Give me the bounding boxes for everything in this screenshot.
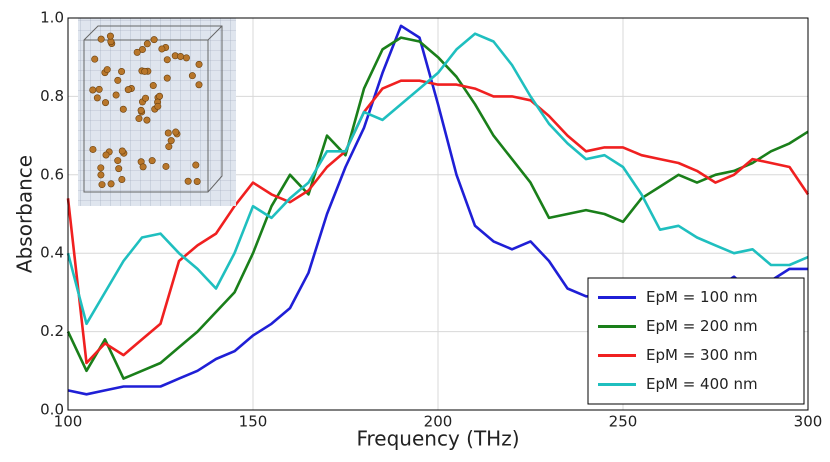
series-line — [66, 36, 809, 380]
y-tick-label: 0.8 — [40, 87, 64, 105]
particle — [148, 157, 156, 165]
particle — [165, 143, 173, 151]
particle — [195, 81, 203, 89]
particle — [167, 137, 175, 145]
x-tick-label: 150 — [239, 413, 268, 431]
y-tick-label: 0.0 — [40, 401, 64, 419]
particle — [124, 86, 132, 94]
particle — [107, 180, 115, 188]
particle — [114, 157, 122, 165]
x-tick-label: 200 — [424, 413, 453, 431]
plot-frame — [67, 17, 809, 411]
x-axis-label: Frequency (THz) — [356, 427, 519, 451]
x-tick-label: 100 — [54, 413, 83, 431]
particle — [91, 55, 99, 63]
particle — [115, 165, 123, 173]
particle — [95, 85, 103, 93]
particle — [188, 72, 196, 80]
particle — [102, 151, 110, 159]
particle — [164, 129, 172, 137]
particle — [143, 116, 151, 124]
particle — [150, 36, 158, 44]
particle — [118, 68, 126, 76]
particle — [142, 94, 150, 102]
particle — [112, 91, 120, 99]
particle — [158, 45, 166, 53]
series-line — [66, 32, 809, 326]
particle — [102, 99, 110, 107]
particle — [141, 67, 149, 75]
particle — [119, 105, 127, 113]
y-tick-label: 0.2 — [40, 322, 64, 340]
inset-image — [78, 18, 236, 206]
particle — [149, 82, 157, 90]
legend-label: EpM = 300 nm — [646, 346, 758, 364]
particle — [118, 175, 126, 183]
particle — [156, 92, 164, 100]
y-tick-label: 1.0 — [40, 9, 64, 27]
legend: EpM = 100 nm EpM = 200 nm EpM = 300 nm EpM … — [587, 277, 805, 405]
x-tick-label: 250 — [609, 413, 638, 431]
particle — [195, 60, 203, 68]
particle — [163, 56, 171, 64]
particle — [93, 94, 101, 102]
particle — [184, 177, 192, 185]
particle — [97, 171, 105, 179]
particle — [89, 86, 97, 94]
particle — [103, 66, 111, 74]
legend-label: EpM = 400 nm — [646, 375, 758, 393]
y-tick-label: 0.4 — [40, 244, 64, 262]
particle — [89, 145, 97, 153]
particle — [97, 164, 105, 172]
particle — [154, 102, 162, 110]
legend-label: EpM = 100 nm — [646, 288, 758, 306]
series-line — [66, 79, 810, 365]
legend-label: EpM = 200 nm — [646, 317, 758, 335]
particle — [137, 106, 145, 114]
particle — [143, 40, 151, 48]
particle — [106, 32, 114, 40]
x-tick-label: 300 — [794, 413, 823, 431]
particle — [192, 161, 200, 169]
particle — [139, 163, 147, 171]
particle — [172, 128, 180, 136]
particle — [118, 147, 126, 155]
particle — [135, 115, 143, 123]
particle — [97, 35, 105, 43]
particle — [163, 74, 171, 82]
particle — [182, 54, 190, 62]
particle — [133, 48, 141, 56]
y-tick-label: 0.6 — [40, 165, 64, 183]
particle — [162, 162, 170, 170]
particle — [138, 46, 146, 54]
particle — [114, 76, 122, 84]
particle — [193, 177, 201, 185]
particle — [177, 52, 185, 60]
particle — [98, 181, 106, 189]
y-axis-label: Absorbance — [13, 155, 37, 273]
